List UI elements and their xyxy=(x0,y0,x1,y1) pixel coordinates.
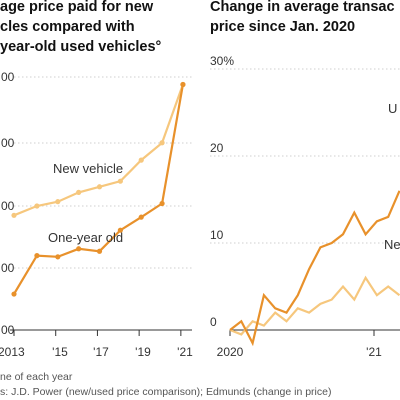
one-year-old-line xyxy=(13,84,184,295)
one-year-old-point xyxy=(55,254,61,260)
right-x-tick-label: '21 xyxy=(366,345,382,359)
used-change-line xyxy=(229,190,400,347)
left-x-tick-label: '21 xyxy=(177,345,193,359)
one-year-old-point xyxy=(180,81,186,88)
right-y-tick-label: 20 xyxy=(210,141,224,155)
new-vehicle-point xyxy=(34,203,40,209)
right-y-tick-label: 0 xyxy=(210,315,217,329)
one-year-old-point xyxy=(76,246,82,252)
new-vehicle-point xyxy=(138,157,144,163)
right-x-tick-label: 2020 xyxy=(217,345,244,359)
left-x-tick-label: 2013 xyxy=(0,345,25,359)
one-year-old-point xyxy=(11,291,17,297)
left-title-line-1: age price paid for new xyxy=(0,0,154,15)
new-vehicle-label: New vehicle xyxy=(53,161,123,176)
one-year-old-point xyxy=(34,253,40,259)
one-year-old-point xyxy=(138,214,144,220)
left-y-tick-label: 00 xyxy=(1,70,15,84)
new-vehicle-point xyxy=(96,184,103,190)
left-title-line-3: year-old used vehicles° xyxy=(0,39,162,55)
new-vehicle-point xyxy=(76,189,82,195)
left-x-tick-label: '17 xyxy=(93,345,109,359)
new-vehicle-point xyxy=(117,178,123,184)
footnote: ne of each year xyxy=(0,371,73,383)
source-note: s: J.D. Power (new/used price comparison… xyxy=(0,386,332,398)
left-y-tick-label: 00 xyxy=(1,136,15,150)
new-vehicle-point xyxy=(159,140,165,146)
new-change-line xyxy=(229,275,400,336)
left-y-tick-label: 00 xyxy=(1,323,15,337)
left-title-line-2: cles compared with xyxy=(0,19,135,35)
new-vehicle-point xyxy=(55,199,61,205)
right-title-line-1: Change in average transac xyxy=(210,0,395,15)
left-y-tick-label: 00 xyxy=(1,261,15,275)
right-y-tick-label: 10 xyxy=(210,228,224,242)
right-y-tick-label: 30% xyxy=(210,54,234,68)
one-year-old-label: One-year old xyxy=(48,230,123,245)
one-year-old-point xyxy=(159,200,165,207)
new-vehicle-point xyxy=(11,212,17,218)
right-chart-title: Change in average transac price since Ja… xyxy=(210,0,395,37)
one-year-old-point xyxy=(117,227,123,233)
right-title-line-2: price since Jan. 2020 xyxy=(210,19,356,35)
used-series-label: U xyxy=(388,101,397,116)
left-y-tick-label: 00 xyxy=(1,199,15,213)
left-chart-title: age price paid for new cles compared wit… xyxy=(0,0,161,57)
new-series-label: Ne xyxy=(384,237,400,252)
one-year-old-point xyxy=(96,248,103,254)
left-x-tick-label: '19 xyxy=(135,345,151,359)
new-vehicle-line xyxy=(13,84,184,217)
left-x-tick-label: '15 xyxy=(52,345,68,359)
